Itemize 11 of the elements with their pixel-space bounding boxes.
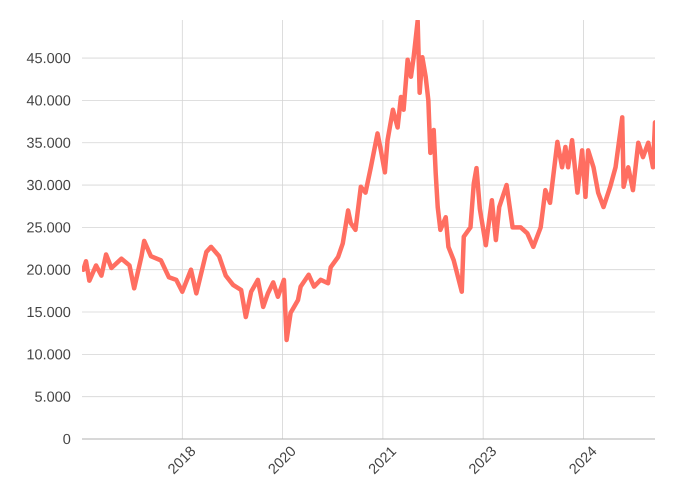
y-tick-label: 0 xyxy=(63,434,70,444)
y-tick-label: 5.000 xyxy=(35,392,70,402)
y-tick-label: 20.000 xyxy=(27,264,70,275)
y-tick-label: 45.000 xyxy=(26,52,70,64)
y-tick-label: 10.000 xyxy=(28,349,70,360)
y-tick-label: 35.000 xyxy=(27,138,70,148)
line-series xyxy=(82,20,655,342)
y-tick-label: 40.000 xyxy=(26,95,70,106)
y-tick-label: 15.000 xyxy=(28,306,70,318)
y-tick-label: 25.000 xyxy=(27,222,70,232)
y-tick-label: 30.000 xyxy=(27,180,70,190)
